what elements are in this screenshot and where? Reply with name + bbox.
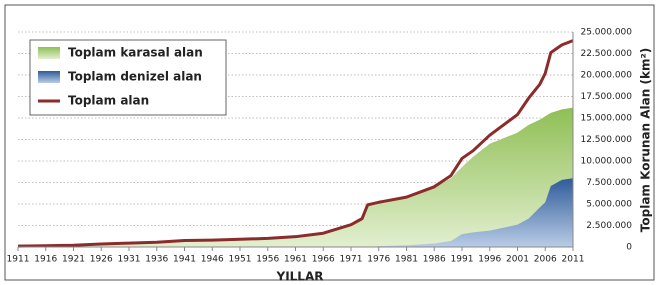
x-tick-label: 1981 — [395, 255, 418, 265]
legend-label: Toplam denizel alan — [68, 70, 202, 84]
x-tick-label: 1961 — [284, 255, 307, 265]
y-tick-label: 22.500.000 — [580, 49, 632, 59]
x-tick-label: 1951 — [229, 255, 252, 265]
x-tick-label: 1946 — [201, 255, 224, 265]
x-tick-label: 2011 — [562, 255, 585, 265]
x-tick-label: 1936 — [145, 255, 168, 265]
legend-label: Toplam alan — [68, 94, 149, 108]
y-tick-label: 12.500.000 — [580, 135, 632, 145]
y-tick-label: 10.000.000 — [580, 157, 632, 167]
y-tick-label: 17.500.000 — [580, 92, 632, 102]
legend: Toplam karasal alan Toplam denizel alan To… — [29, 39, 227, 116]
legend-box — [29, 39, 227, 116]
x-tick-label: 1956 — [256, 255, 279, 265]
area — [18, 107, 573, 248]
y-tick-label: 7.500.000 — [586, 178, 632, 188]
y-tick-label: 25.000.000 — [580, 28, 632, 38]
x-tick-label: 2001 — [506, 255, 529, 265]
x-tick-label: 1916 — [34, 255, 57, 265]
x-tick-label: 1971 — [340, 255, 363, 265]
x-tick-label: 1996 — [478, 255, 501, 265]
legend-swatch — [38, 47, 60, 59]
y-tick-label: 20.000.000 — [580, 71, 632, 81]
x-tick-label: 1941 — [173, 255, 196, 265]
legend-swatch — [38, 71, 60, 83]
legend-label: Toplam karasal alan — [68, 46, 203, 60]
y-tick-label: 0 — [626, 243, 632, 253]
x-tick-label: 1926 — [90, 255, 113, 265]
x-tick-label: 1966 — [312, 255, 335, 265]
x-tick-label: 1921 — [62, 255, 85, 265]
y-tick-label: 2.500.000 — [586, 221, 632, 231]
y-tick-label: 5.000.000 — [586, 200, 632, 210]
x-tick-label: 2006 — [534, 255, 557, 265]
x-tick-label: 1931 — [118, 255, 141, 265]
line — [17, 39, 574, 248]
x-tick-label: 1986 — [423, 255, 446, 265]
y-tick-label: 15.000.000 — [580, 114, 632, 124]
frame — [4, 4, 655, 281]
x-tick-label: 1991 — [451, 255, 474, 265]
x-tick-label: 1911 — [7, 255, 30, 265]
y-axis-title: Toplam Korunan Alan (km²) — [639, 48, 653, 232]
x-tick-label: 1976 — [367, 255, 390, 265]
area — [18, 178, 573, 247]
x-axis-title: YILLAR — [276, 270, 324, 284]
